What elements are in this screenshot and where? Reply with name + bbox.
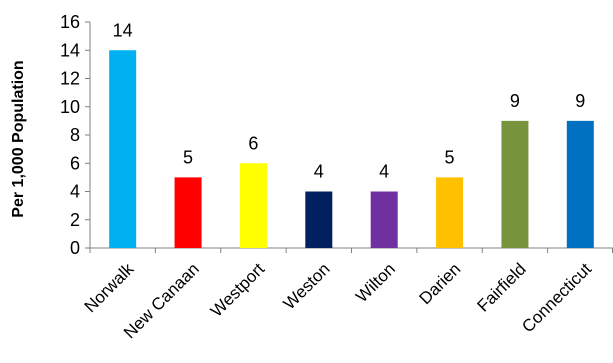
- bar-series: [109, 50, 594, 248]
- bar-wilton: [370, 191, 398, 248]
- y-tick-label: 0: [70, 238, 80, 258]
- bar-fairfield: [501, 120, 529, 248]
- y-tick-label: 4: [70, 182, 80, 202]
- data-label: 6: [248, 133, 258, 153]
- data-label: 5: [183, 147, 193, 167]
- bar-connecticut: [566, 120, 594, 248]
- x-axis: [89, 247, 613, 253]
- data-label: 4: [379, 162, 389, 182]
- data-label: 4: [314, 162, 324, 182]
- y-tick-label: 10: [60, 97, 80, 117]
- x-category-label: Wilton: [352, 259, 399, 306]
- x-category-label: Norwalk: [81, 259, 138, 316]
- y-tick-label: 2: [70, 210, 80, 230]
- y-axis-title: Per 1,000 Population: [10, 60, 27, 217]
- y-axis: 0 2 4 6 8 10 12 14 16: [60, 12, 91, 258]
- y-tick-label: 16: [60, 12, 80, 32]
- bar-darien: [436, 177, 464, 248]
- data-label: 9: [575, 91, 585, 111]
- bar-new-canaan: [174, 177, 202, 248]
- x-category-label: Westport: [207, 259, 269, 321]
- data-label: 14: [113, 20, 133, 40]
- y-tick-label: 6: [70, 153, 80, 173]
- data-label: 9: [510, 91, 520, 111]
- bar-norwalk: [109, 50, 137, 248]
- y-tick-label: 12: [60, 69, 80, 89]
- y-tick-label: 8: [70, 125, 80, 145]
- x-category-label: Darien: [416, 259, 465, 308]
- data-labels: 14 5 6 4 4 5 9 9: [113, 20, 586, 181]
- x-category-label: Connecticut: [518, 259, 595, 336]
- data-label: 5: [445, 147, 455, 167]
- x-category-label: Fairfield: [474, 259, 530, 315]
- y-tick-label: 14: [60, 40, 80, 60]
- x-category-label: Weston: [280, 259, 334, 313]
- bar-weston: [305, 191, 333, 248]
- bar-westport: [239, 163, 267, 248]
